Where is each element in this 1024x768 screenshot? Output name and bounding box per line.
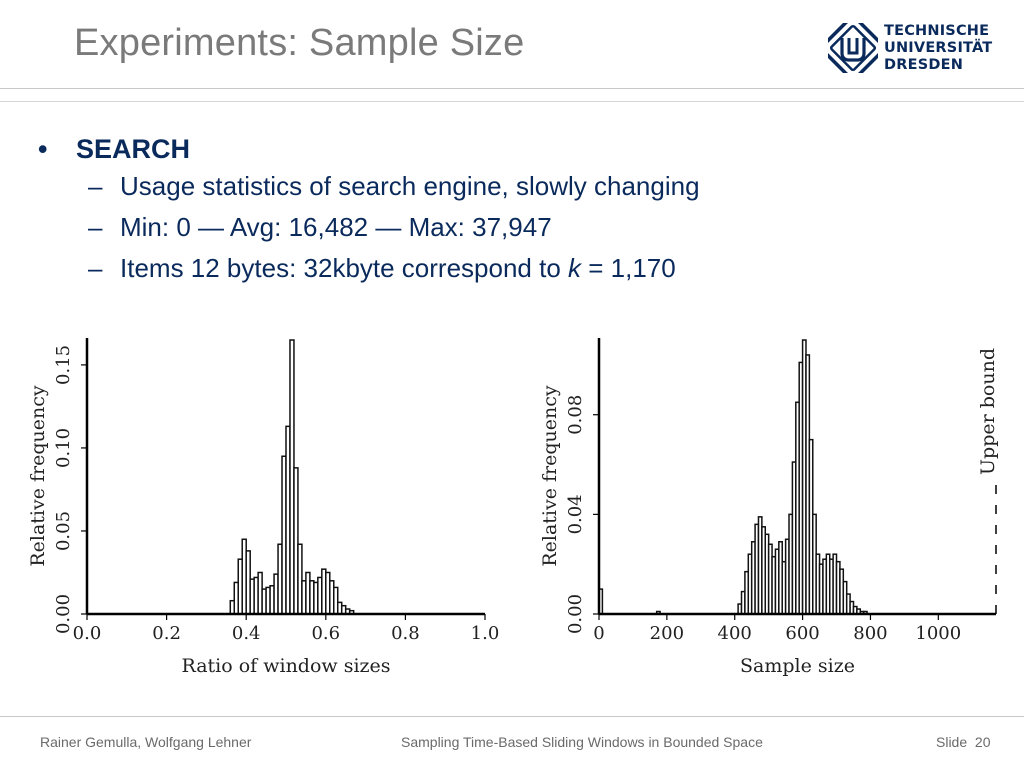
x-tick-label: 800 <box>853 623 887 644</box>
sub-bullet-dash: – <box>88 171 103 201</box>
y-tick-label: 0.00 <box>565 594 586 634</box>
histogram-sample-size: 0 200 400 600 800 1000 0.00 0.04 0.08 Sample size… <box>539 338 999 677</box>
x-tick-label: 1.0 <box>471 623 500 644</box>
sub-bullet-item: – Items 12 bytes: 32kbyte correspond to … <box>38 248 998 289</box>
y-tick-label: 0.15 <box>53 345 74 385</box>
x-tick-label: 200 <box>650 623 684 644</box>
sub-bullet-dash: – <box>88 212 103 242</box>
y-tick-label: 0.00 <box>53 594 74 634</box>
bullet-text: SEARCH <box>76 134 191 164</box>
sub-bullet-item: – Min: 0 — Avg: 16,482 — Max: 37,947 <box>38 207 998 248</box>
bullet-dot-icon: • <box>38 134 48 164</box>
slide-number: 20 <box>974 734 991 750</box>
x-tick-label: 0.0 <box>73 623 102 644</box>
header-divider <box>0 101 1024 102</box>
header-divider <box>0 88 1024 89</box>
x-tick-label: 1000 <box>915 623 961 644</box>
x-tick-label: 0.4 <box>232 623 261 644</box>
x-tick-label: 600 <box>785 623 819 644</box>
sub-bullet-dash: – <box>88 253 103 283</box>
y-tick-label: 0.05 <box>53 511 74 551</box>
variable-k: k <box>568 253 582 283</box>
x-tick-label: 0 <box>593 623 604 644</box>
tu-dresden-logo: TECHNISCHE UNIVERSITÄT DRESDEN <box>828 22 998 74</box>
sub-bullet-text: Usage statistics of search engine, slowl… <box>120 171 700 201</box>
x-tick-label: 0.2 <box>152 623 181 644</box>
logo-line: UNIVERSITÄT <box>884 40 993 56</box>
upper-bound-label: Upper bound <box>977 348 999 475</box>
x-axis-label: Sample size <box>740 655 855 677</box>
x-tick-label: 0.6 <box>311 623 340 644</box>
footer-slide-number: Slide 20 <box>936 734 991 750</box>
bullet-list: • SEARCH – Usage statistics of search en… <box>38 132 998 289</box>
sub-bullet-item: – Usage statistics of search engine, slo… <box>38 166 998 207</box>
footer-authors: Rainer Gemulla, Wolfgang Lehner <box>40 734 252 750</box>
sub-bullet-text: Items 12 bytes: 32kbyte correspond to <box>120 253 569 283</box>
bullet-item: • SEARCH <box>38 132 998 166</box>
tu-dresden-emblem-icon <box>828 23 878 73</box>
y-tick-label: 0.04 <box>565 494 586 534</box>
logo-line: TECHNISCHE <box>884 23 990 39</box>
x-tick-label: 0.8 <box>391 623 420 644</box>
footer-divider <box>0 716 1024 717</box>
y-tick-label: 0.10 <box>53 428 74 468</box>
y-axis-label: Relative frequency <box>539 385 561 567</box>
sub-bullet-text: Min: 0 — Avg: 16,482 — Max: 37,947 <box>120 212 552 242</box>
x-axis-label: Ratio of window sizes <box>181 655 390 677</box>
logo-line: DRESDEN <box>884 57 964 73</box>
slide-title: Experiments: Sample Size <box>74 22 525 64</box>
sub-bullet-text: = 1,170 <box>581 253 676 283</box>
y-tick-label: 0.08 <box>565 395 586 435</box>
footer-talk-title: Sampling Time-Based Sliding Windows in B… <box>401 734 763 750</box>
histogram-window-ratio: 0.0 0.2 0.4 0.6 0.8 1.0 0.00 0.05 0.10 0.15 Ratio … <box>27 338 500 677</box>
y-axis-label: Relative frequency <box>27 385 49 567</box>
slide-label: Slide <box>936 734 968 750</box>
x-tick-label: 400 <box>718 623 752 644</box>
